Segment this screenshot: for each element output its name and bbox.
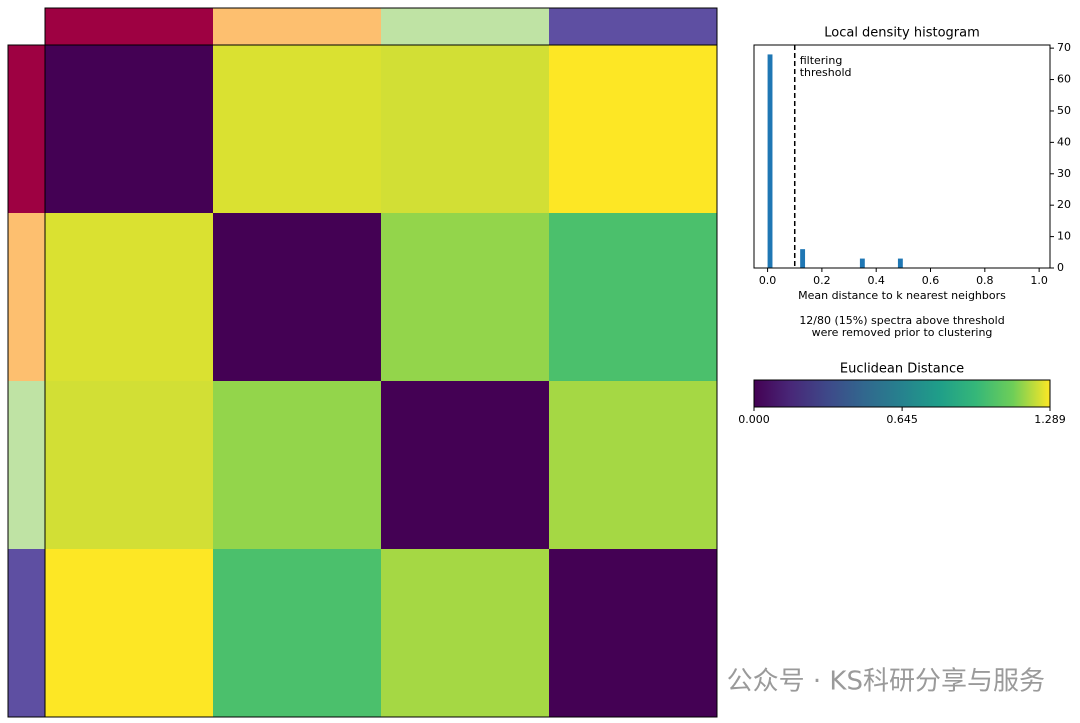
row-group-color <box>8 381 45 549</box>
heatmap-cell <box>381 549 550 718</box>
x-tick-label: 1.0 <box>1030 274 1048 287</box>
heatmap-cell <box>381 213 550 382</box>
y-tick-label: 10 <box>1057 230 1071 243</box>
heatmap-cell <box>549 381 718 550</box>
note: were removed prior to clustering <box>812 326 993 339</box>
x-tick-label: 0.6 <box>922 274 940 287</box>
colorbar-title: Euclidean Distance <box>840 362 964 377</box>
y-tick-label: 20 <box>1057 198 1071 211</box>
column-group-color <box>549 8 717 45</box>
column-group-color <box>213 8 381 45</box>
x-tick-label: 0.0 <box>759 274 777 287</box>
colorbar-tick-label: 1.289 <box>1034 413 1066 426</box>
y-tick-label: 30 <box>1057 167 1071 180</box>
heatmap-cell <box>549 45 718 214</box>
heatmap-cell <box>381 381 550 550</box>
column-group-color <box>381 8 549 45</box>
heatmap-cell <box>549 213 718 382</box>
colorbar-tick-label: 0.000 <box>738 413 770 426</box>
heatmap-cell <box>45 549 214 718</box>
y-tick-label: 50 <box>1057 104 1071 117</box>
column-frame <box>44 7 718 46</box>
column-group-color <box>45 8 213 45</box>
row-frame <box>7 44 46 718</box>
histogram-bar <box>800 249 806 268</box>
note: 12/80 (15%) spectra above threshold <box>799 314 1004 327</box>
row-group-color <box>8 45 45 213</box>
heatmap-cell <box>213 45 382 214</box>
heatmap-cell <box>213 549 382 718</box>
watermark: 公众号 · KS科研分享与服务 <box>727 667 1045 697</box>
y-tick-label: 60 <box>1057 73 1071 86</box>
x-axis-label: Mean distance to k nearest neighbors <box>798 289 1006 302</box>
heatmap-cell <box>549 549 718 718</box>
x-tick-label: 0.4 <box>867 274 885 287</box>
heatmap-cell <box>45 45 214 214</box>
heatmap-cell <box>381 45 550 214</box>
heatmap-cell <box>213 381 382 550</box>
axes-frame <box>753 44 1051 269</box>
x-tick-label: 0.2 <box>813 274 831 287</box>
heatmap-cell <box>45 213 214 382</box>
row-group-color <box>8 213 45 381</box>
histogram-bar <box>767 54 773 269</box>
y-tick-label: 70 <box>1057 41 1071 54</box>
histogram-bar <box>897 258 903 268</box>
y-tick-label: 40 <box>1057 135 1071 148</box>
histogram-title: Local density histogram <box>824 26 980 41</box>
y-tick-label: 0 <box>1057 261 1064 274</box>
colorbar <box>753 379 1051 408</box>
threshold-label: filtering <box>800 54 843 67</box>
threshold-label: threshold <box>800 66 852 79</box>
colorbar-tick-label: 0.645 <box>886 413 918 426</box>
row-group-color <box>8 549 45 717</box>
histogram-bar <box>859 258 865 268</box>
heatmap-cell <box>45 381 214 550</box>
heatmap-cell <box>213 213 382 382</box>
x-tick-label: 0.8 <box>976 274 994 287</box>
